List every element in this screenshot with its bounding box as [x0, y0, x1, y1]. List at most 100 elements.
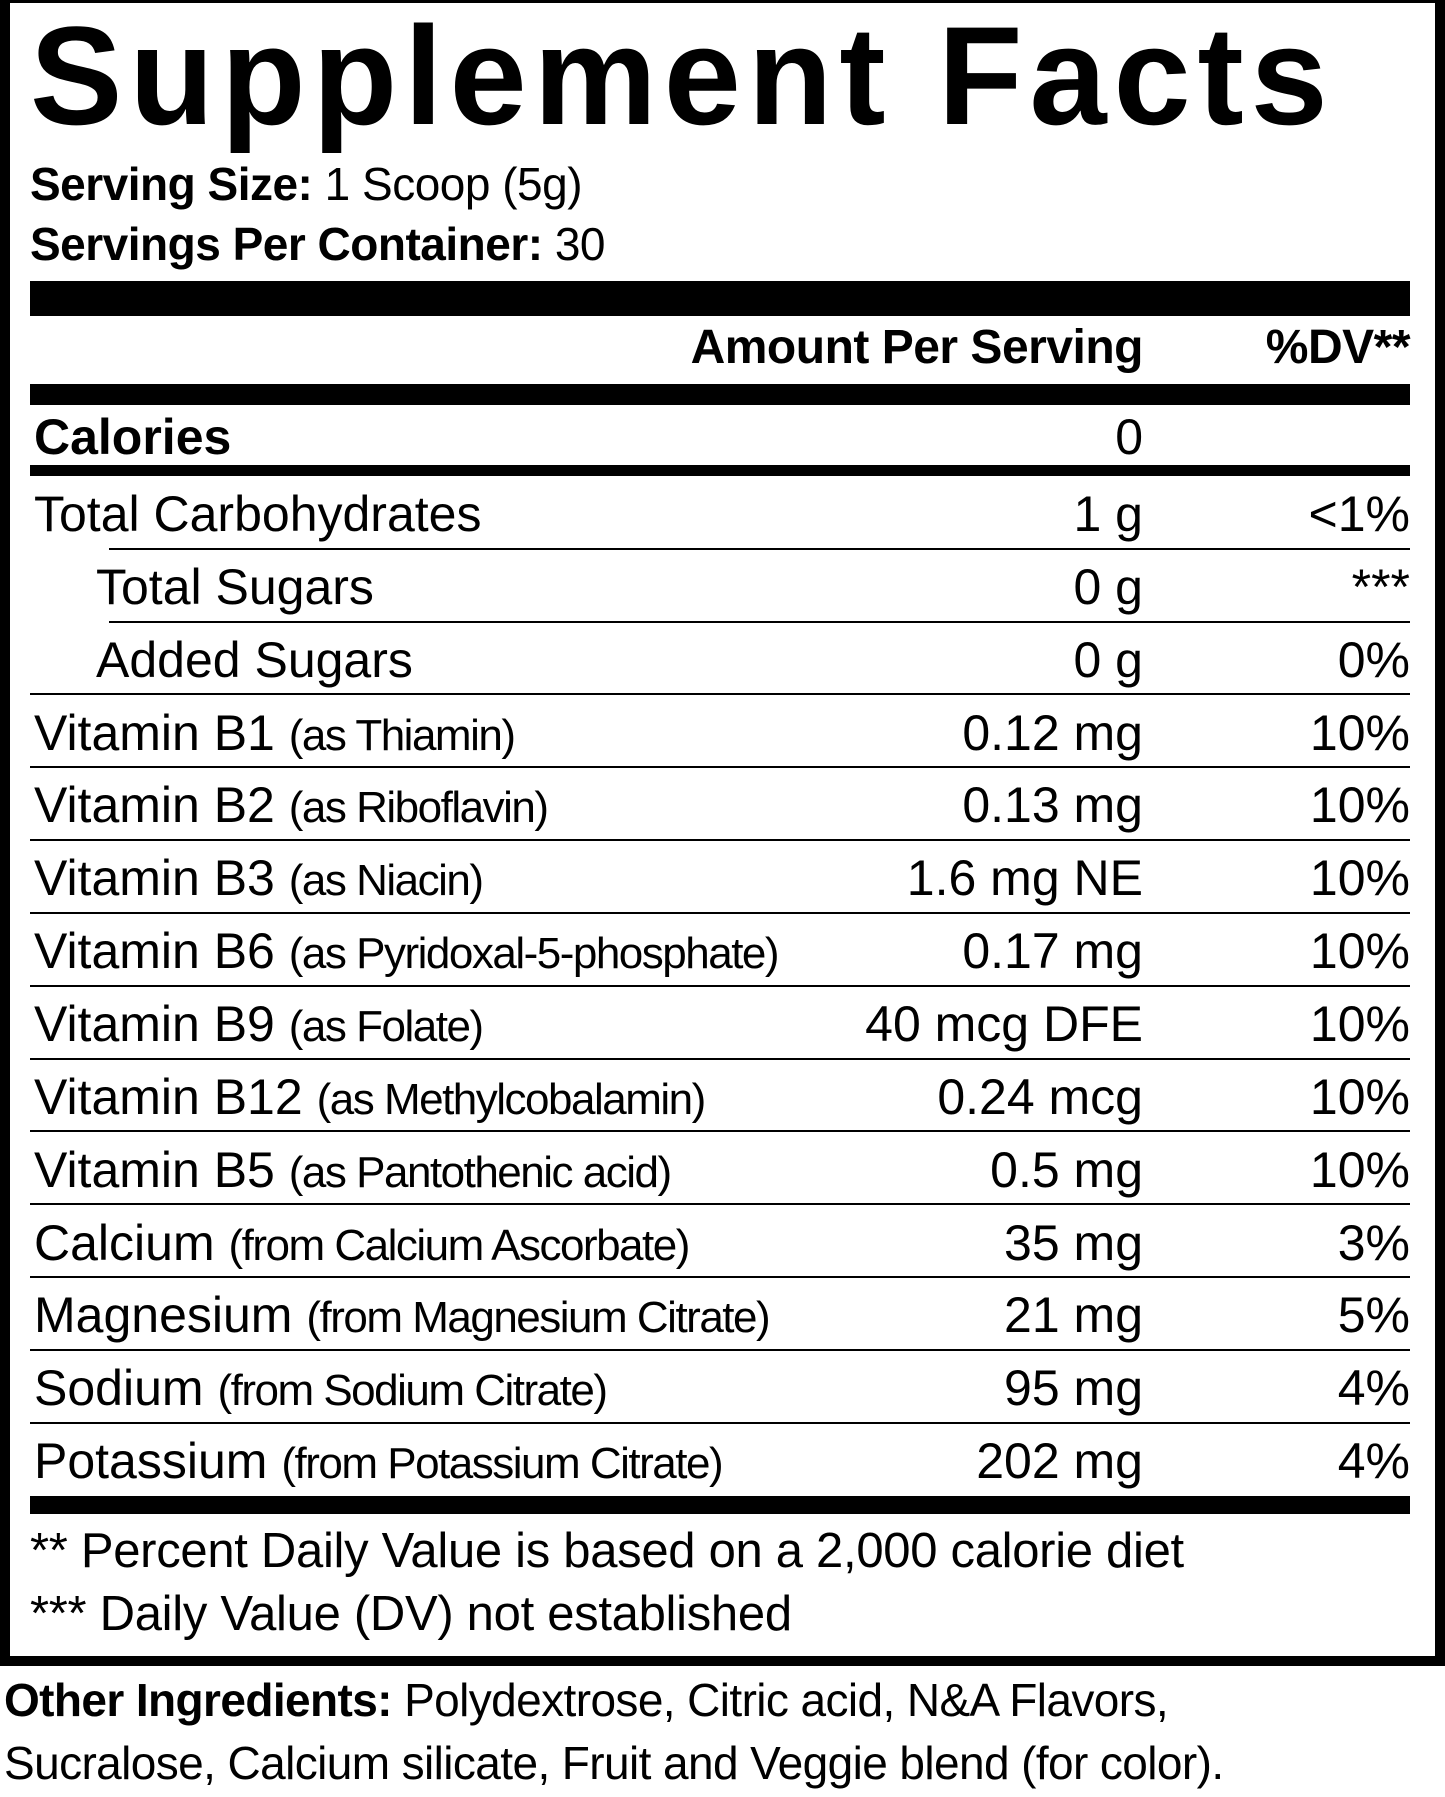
nutrient-name: Vitamin B5 (as Pantothenic acid) — [34, 1141, 672, 1201]
nutrient-dv: 10% — [1309, 704, 1410, 761]
nutrient-dv: 10% — [1309, 923, 1410, 980]
nutrient-name: Vitamin B6 (as Pyridoxal-5-phosphate) — [34, 923, 780, 982]
row-divider — [30, 911, 1410, 914]
nutrient-name: Vitamin B2 (as Riboflavin) — [34, 777, 549, 836]
footnote-dv-basis: ** Percent Daily Value is based on a 2,0… — [30, 1524, 1184, 1578]
nutrient-amount: 1.6 mg NE — [906, 850, 1143, 907]
nutrient-dv: 10% — [1309, 995, 1410, 1052]
nutrient-amount: 0 g — [1073, 631, 1143, 688]
nutrient-amount: 1 g — [1073, 486, 1143, 542]
nutrient-row: Calcium (from Calcium Ascorbate) 35 mg 3% — [30, 1205, 1410, 1279]
nutrient-dv: <1% — [1308, 486, 1410, 542]
nutrient-source: (as Pyridoxal-5-phosphate) — [288, 929, 780, 979]
nutrient-name-main: Vitamin B6 — [34, 923, 275, 980]
row-divider — [30, 1421, 1410, 1424]
nutrient-dv: 10% — [1309, 777, 1410, 834]
nutrient-amount: 0.5 mg — [990, 1141, 1143, 1198]
row-divider — [30, 1130, 1410, 1133]
nutrient-amount: 21 mg — [1004, 1287, 1143, 1344]
nutrient-name-main: Added Sugars — [96, 631, 413, 688]
nutrient-name: Vitamin B12 (as Methylcobalamin) — [34, 1068, 707, 1128]
row-divider — [30, 693, 1410, 696]
footnote-dv-not-established: *** Daily Value (DV) not established — [30, 1587, 792, 1641]
nutrient-row: Vitamin B3 (as Niacin) 1.6 mg NE 10% — [30, 840, 1410, 914]
nutrient-row: Vitamin B9 (as Folate) 40 mcg DFE 10% — [30, 986, 1410, 1060]
nutrient-name-main: Vitamin B5 — [34, 1141, 275, 1198]
nutrient-name: Vitamin B3 (as Niacin) — [34, 850, 484, 909]
nutrient-amount: 35 mg — [1004, 1214, 1143, 1271]
nutrient-name-main: Total Carbohydrates — [34, 486, 482, 542]
bottom-divider — [30, 1496, 1410, 1514]
servings-per-container-label: Servings Per Container: — [30, 218, 543, 270]
nutrient-dv: 4% — [1337, 1433, 1410, 1490]
serving-size-value: 1 Scoop (5g) — [324, 158, 583, 210]
nutrient-name: Calcium (from Calcium Ascorbate) — [34, 1214, 691, 1274]
nutrient-name-main: Vitamin B1 — [34, 704, 275, 761]
nutrient-dv: *** — [1351, 558, 1410, 615]
calories-label: Calories — [34, 409, 232, 465]
row-divider — [30, 1057, 1410, 1060]
nutrient-name: Added Sugars — [96, 632, 413, 691]
medium-divider — [30, 384, 1410, 405]
nutrient-source: (from Sodium Citrate) — [217, 1366, 608, 1416]
nutrient-dv: 0% — [1337, 631, 1410, 688]
nutrient-row: Vitamin B1 (as Thiamin) 0.12 mg 10% — [30, 695, 1410, 769]
nutrient-dv: 10% — [1309, 1068, 1410, 1125]
nutrient-name: Vitamin B9 (as Folate) — [34, 995, 484, 1055]
other-ingredients-line-1: Other Ingredients: Polydextrose, Citric … — [4, 1670, 1169, 1730]
nutrient-name-main: Total Sugars — [96, 558, 374, 615]
other-ingredients-line-2: Sucralose, Calcium silicate, Fruit and V… — [4, 1737, 1224, 1789]
nutrient-row: Total Sugars 0 g *** — [30, 549, 1410, 623]
nutrient-source: (as Thiamin) — [288, 710, 516, 760]
nutrient-amount: 202 mg — [976, 1433, 1143, 1490]
nutrient-source: (as Methylcobalamin) — [316, 1074, 707, 1124]
nutrient-name-main: Calcium — [34, 1214, 215, 1271]
nutrient-source: (from Calcium Ascorbate) — [228, 1220, 691, 1270]
nutrient-name-main: Magnesium — [34, 1287, 293, 1344]
nutrient-name: Total Carbohydrates — [34, 486, 481, 545]
nutrient-row: Total Carbohydrates 1 g <1% — [30, 476, 1410, 550]
nutrient-source: (from Magnesium Citrate) — [306, 1293, 770, 1343]
nutrient-name-main: Potassium — [34, 1433, 268, 1490]
nutrient-amount: 0.24 mcg — [937, 1068, 1143, 1125]
panel-title: Supplement Facts — [30, 0, 1335, 154]
nutrient-row: Vitamin B6 (as Pyridoxal-5-phosphate) 0.1… — [30, 913, 1410, 987]
nutrient-row: Magnesium (from Magnesium Citrate) 21 mg 5… — [30, 1277, 1410, 1352]
nutrient-source: (as Pantothenic acid) — [288, 1147, 672, 1197]
nutrient-dv: 3% — [1337, 1214, 1410, 1271]
nutrient-amount: 0.12 mg — [962, 704, 1143, 761]
nutrient-name-main: Vitamin B3 — [34, 850, 275, 907]
calories-amount: 0 — [1115, 409, 1143, 465]
nutrient-name-main: Vitamin B9 — [34, 995, 275, 1052]
nutrient-name: Vitamin B1 (as Thiamin) — [34, 704, 516, 764]
nutrient-source: (from Potassium Citrate) — [281, 1439, 723, 1489]
nutrient-row: Sodium (from Sodium Citrate) 95 mg 4% — [30, 1350, 1410, 1424]
nutrient-row: Added Sugars 0 g 0% — [30, 622, 1410, 696]
row-divider — [109, 620, 1410, 623]
amount-per-serving-header: Amount Per Serving — [690, 321, 1144, 374]
row-divider — [30, 1203, 1410, 1206]
nutrient-row: Potassium (from Potassium Citrate) 202 mg… — [30, 1423, 1410, 1496]
nutrient-amount: 0.17 mg — [962, 923, 1143, 980]
nutrient-row: Vitamin B2 (as Riboflavin) 0.13 mg 10% — [30, 767, 1410, 842]
dv-header: %DV** — [1265, 321, 1411, 374]
row-divider — [30, 766, 1410, 769]
supplement-facts-panel — [0, 0, 1445, 1666]
nutrient-source: (as Riboflavin) — [288, 783, 549, 833]
other-ingredients-label: Other Ingredients: — [4, 1674, 393, 1726]
nutrient-source: (as Folate) — [288, 1001, 484, 1051]
calories-divider — [30, 465, 1410, 476]
row-divider — [30, 1276, 1410, 1279]
nutrient-row: Vitamin B12 (as Methylcobalamin) 0.24 mcg… — [30, 1059, 1410, 1133]
row-divider — [30, 1349, 1410, 1352]
nutrient-row: Vitamin B5 (as Pantothenic acid) 0.5 mg 10… — [30, 1132, 1410, 1206]
nutrient-name: Sodium (from Sodium Citrate) — [34, 1360, 608, 1419]
serving-size: Serving Size: 1 Scoop (5g) — [30, 158, 583, 210]
row-divider — [109, 547, 1410, 550]
nutrient-name: Magnesium (from Magnesium Citrate) — [34, 1287, 771, 1346]
nutrient-name-main: Vitamin B12 — [34, 1068, 303, 1125]
nutrient-dv: 4% — [1337, 1360, 1410, 1417]
nutrient-source: (as Niacin) — [288, 856, 484, 906]
nutrient-amount: 95 mg — [1004, 1360, 1143, 1417]
servings-per-container: Servings Per Container: 30 — [30, 218, 606, 270]
